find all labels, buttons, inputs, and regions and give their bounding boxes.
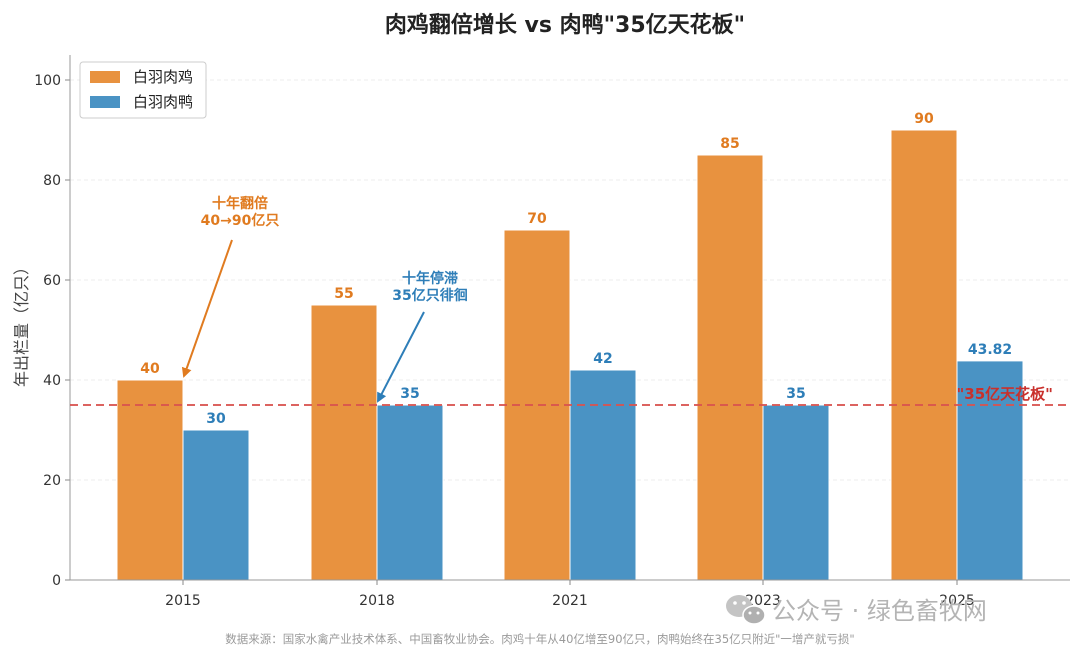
y-tick-label: 80: [43, 173, 61, 189]
data-label: 85: [720, 136, 739, 152]
y-tick-label: 0: [52, 573, 61, 589]
data-label: 35: [786, 386, 805, 402]
x-tick-label: 2018: [359, 593, 395, 609]
x-tick-label: 2023: [745, 593, 781, 609]
data-label: 42: [593, 351, 612, 367]
annotation-text: 十年停滞: [402, 270, 458, 287]
y-tick-label: 100: [34, 73, 61, 89]
data-label: 40: [140, 361, 160, 377]
reference-line-label: "35亿天花板": [956, 385, 1053, 403]
bar-duck: [182, 429, 250, 581]
bar-chicken: [696, 154, 764, 581]
annotation-text: 40→90亿只: [201, 212, 280, 229]
x-tick-label: 2025: [939, 593, 975, 609]
axis-layer: 0 20 40 60 80 100 2015 2018 2021 2023 2025: [34, 55, 1070, 609]
reference-line-layer: "35亿天花板": [70, 385, 1070, 406]
bar-chicken: [116, 379, 184, 581]
data-label: 43.82: [968, 342, 1012, 358]
annotation-text: 十年翻倍: [212, 195, 268, 212]
y-tick-label: 40: [43, 373, 61, 389]
annotation-text: 35亿只徘徊: [392, 287, 467, 304]
bar-duck: [762, 404, 830, 581]
bar-duck: [376, 404, 444, 581]
data-label: 70: [527, 211, 547, 227]
data-label: 35: [400, 386, 419, 402]
x-tick-label: 2021: [552, 593, 588, 609]
legend-label: 白羽肉鸡: [133, 68, 193, 86]
legend-label: 白羽肉鸭: [133, 93, 193, 111]
wechat-icon: [726, 595, 766, 625]
x-tick-label: 2015: [165, 593, 201, 609]
y-axis-label: 年出栏量（亿只）: [12, 259, 31, 387]
bar-chicken: [890, 129, 958, 581]
data-label: 30: [206, 411, 226, 427]
source-note: 数据来源：国家水禽产业技术体系、中国畜牧业协会。肉鸡十年从40亿增至90亿只，肉…: [225, 632, 854, 646]
legend-swatch: [90, 71, 120, 83]
bar-chicken: [310, 304, 378, 581]
annotation-arrow: [181, 239, 233, 378]
value-labels-layer: 40 55 70 85 90 30 35 42 35 43.82: [140, 111, 1012, 427]
y-tick-label: 20: [43, 473, 61, 489]
annotation-arrow: [377, 311, 425, 403]
data-label: 90: [914, 111, 934, 127]
y-tick-label: 60: [43, 273, 61, 289]
data-label: 55: [334, 286, 353, 302]
watermark-text: 公众号 · 绿色畜牧网: [772, 597, 987, 625]
bar-duck: [956, 360, 1024, 581]
chart-title: 肉鸡翻倍增长 vs 肉鸭"35亿天花板": [385, 12, 745, 38]
bar-duck: [569, 369, 637, 581]
watermark: 公众号 · 绿色畜牧网: [726, 595, 987, 625]
legend-swatch: [90, 96, 120, 108]
